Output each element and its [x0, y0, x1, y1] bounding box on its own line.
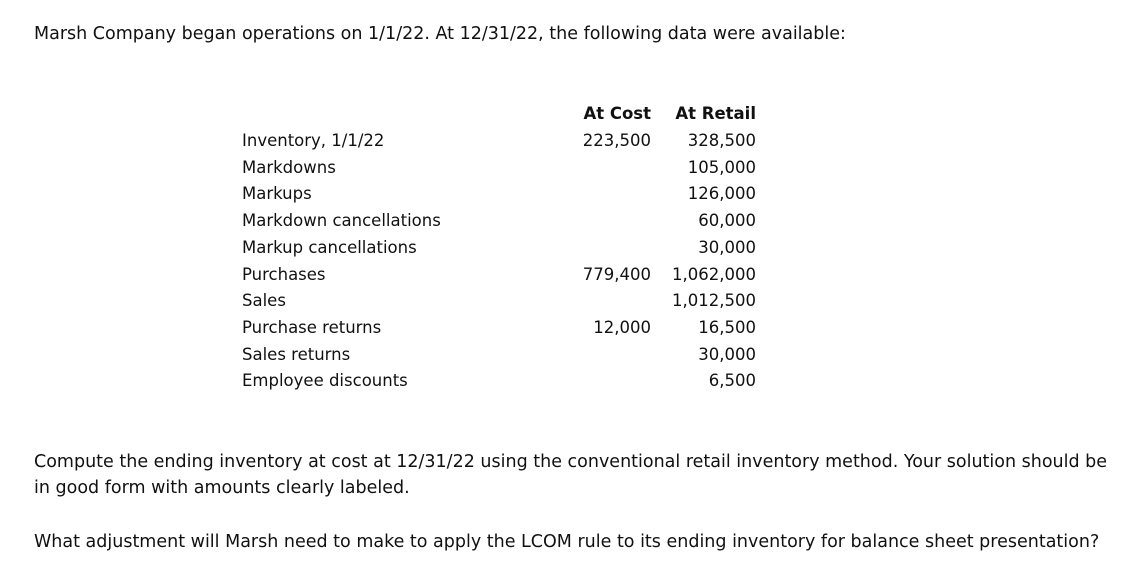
intro-text: Marsh Company began operations on 1/1/22… [34, 24, 846, 44]
row-retail: 6,500 [708, 371, 756, 391]
question-lcom-adjustment: What adjustment will Marsh need to make … [34, 532, 1100, 552]
row-label: Purchase returns [242, 317, 382, 337]
question-ending-inventory: Compute the ending inventory at cost at … [34, 452, 1108, 498]
table-row: Markdowns 105,000 [0, 157, 1144, 179]
row-retail: 30,000 [698, 344, 756, 364]
table-row: Purchases 779,400 1,062,000 [0, 264, 1144, 286]
table-row: Employee discounts 6,500 [0, 370, 1144, 392]
row-retail: 16,500 [698, 317, 756, 337]
table-row: Markups 126,000 [0, 183, 1144, 205]
table-row: Markup cancellations 30,000 [0, 237, 1144, 259]
row-retail: 1,062,000 [672, 264, 756, 284]
row-cost: 779,400 [582, 264, 651, 284]
row-cost: 12,000 [593, 317, 651, 337]
row-label: Markups [242, 184, 312, 204]
row-cost: 223,500 [582, 131, 651, 150]
row-label: Markup cancellations [242, 237, 417, 257]
row-label: Inventory, 1/1/22 [242, 131, 385, 150]
header-at-retail: At Retail [675, 104, 756, 123]
table-row: Purchase returns 12,000 16,500 [0, 317, 1144, 339]
row-retail: 1,012,500 [672, 291, 756, 311]
row-label: Employee discounts [242, 371, 408, 391]
row-retail: 328,500 [687, 131, 756, 150]
row-retail: 60,000 [698, 211, 756, 231]
row-label: Purchases [242, 264, 326, 284]
row-retail: 105,000 [687, 157, 756, 177]
row-label: Markdown cancellations [242, 211, 441, 231]
row-retail: 30,000 [698, 237, 756, 257]
table-row: Sales 1,012,500 [0, 290, 1144, 312]
table-row: Inventory, 1/1/22 223,500 328,500 [0, 130, 1144, 152]
header-at-cost: At Cost [583, 104, 651, 123]
inventory-data-table: At Cost At Retail Inventory, 1/1/22 223,… [0, 104, 1144, 392]
row-label: Markdowns [242, 157, 336, 177]
row-retail: 126,000 [687, 184, 756, 204]
table-row: Markdown cancellations 60,000 [0, 210, 1144, 232]
table-row: Sales returns 30,000 [0, 344, 1144, 366]
row-label: Sales returns [242, 344, 351, 364]
row-label: Sales [242, 291, 286, 311]
